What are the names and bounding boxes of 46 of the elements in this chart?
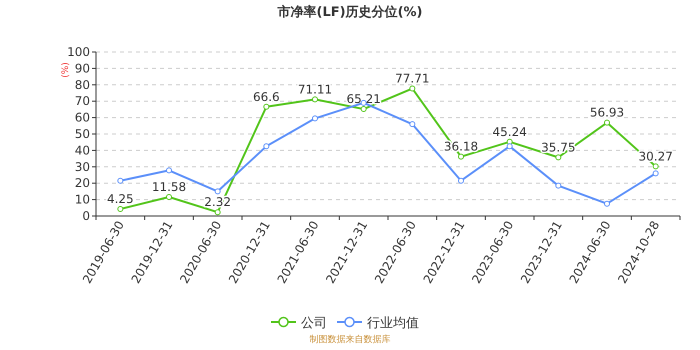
- point: [652, 170, 659, 176]
- data-label: 56.93: [590, 106, 624, 120]
- y-tick-label: 60: [74, 110, 90, 125]
- point: [117, 206, 124, 212]
- point: [506, 143, 513, 150]
- data-label: 71.11: [298, 82, 332, 96]
- legend-label: 公司: [301, 316, 327, 331]
- point: [312, 115, 318, 122]
- point: [263, 104, 270, 110]
- point: [214, 209, 221, 216]
- point: [360, 106, 367, 112]
- point: [458, 178, 464, 184]
- point: [409, 86, 416, 92]
- y-tick-label: 100: [67, 45, 90, 59]
- point: [604, 200, 610, 207]
- y-axis-title: (%): [61, 62, 71, 78]
- point: [652, 163, 659, 170]
- y-tick-label: 70: [74, 94, 90, 108]
- point: [604, 120, 610, 126]
- text: 制图数据来自数据库: [310, 334, 390, 345]
- data-label: 45.24: [492, 124, 527, 139]
- point: [117, 178, 124, 184]
- point: [409, 121, 416, 128]
- data-label: 77.71: [395, 72, 430, 86]
- point: [263, 143, 270, 150]
- data-label: 11.58: [152, 180, 186, 194]
- point: [166, 194, 172, 200]
- chart-title: 市净率(LF)历史分位(%): [276, 4, 422, 20]
- y-tick-label: 50: [74, 127, 90, 141]
- legend-label: 行业均值: [367, 316, 419, 331]
- data-label: 4.25: [106, 192, 134, 206]
- point: [214, 188, 221, 194]
- point: [555, 182, 562, 189]
- y-tick-label: 80: [74, 78, 90, 92]
- point: [555, 154, 562, 160]
- data-label: 65.21: [346, 92, 381, 106]
- y-tick-label: 40: [74, 143, 90, 158]
- y-tick-label: 30: [74, 160, 90, 174]
- data-label: 66.6: [252, 90, 280, 104]
- y-tick-label: 20: [74, 176, 90, 190]
- point: [312, 96, 318, 102]
- y-tick-label: 0: [82, 209, 90, 223]
- y-tick-label: 10: [74, 192, 90, 207]
- point: [458, 154, 464, 160]
- y-tick-label: 90: [74, 61, 90, 76]
- point: [166, 167, 172, 174]
